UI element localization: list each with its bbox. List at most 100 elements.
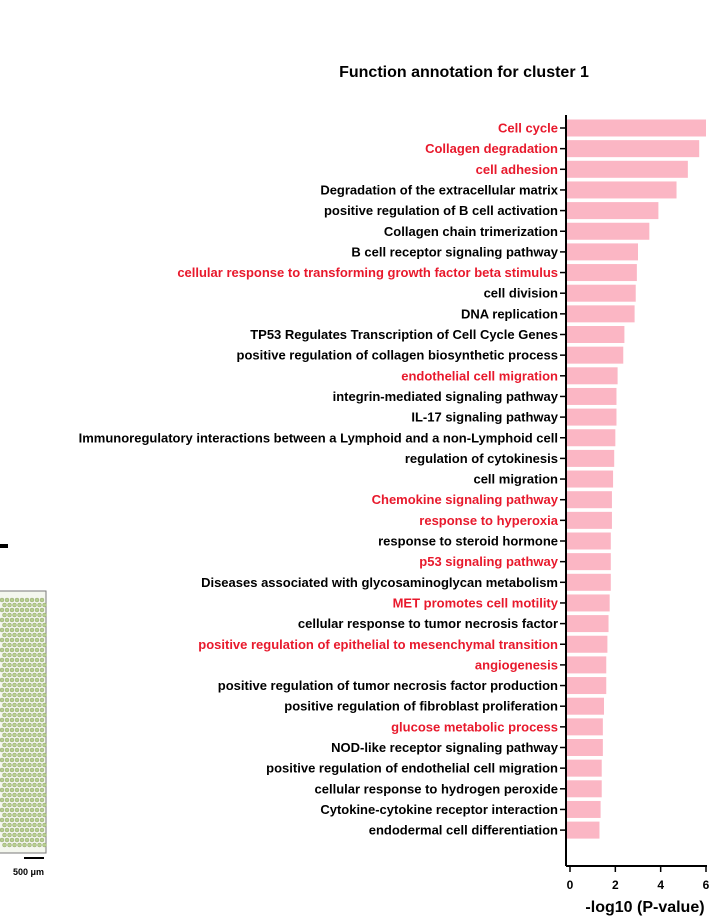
tissue-spot [39, 837, 45, 843]
category-label: cell division [484, 286, 558, 301]
tissue-spot [17, 662, 22, 668]
tissue-spot [2, 692, 7, 698]
category-label: p53 signaling pathway [419, 554, 558, 569]
category-label: Chemokine signaling pathway [372, 492, 559, 507]
tissue-spot [7, 612, 12, 618]
tissue-spot [34, 757, 40, 763]
tissue-spot [17, 682, 22, 688]
tissue-spot [14, 737, 20, 743]
tissue-spot [17, 802, 22, 808]
tissue-spot [29, 707, 35, 713]
tissue-spot [29, 687, 35, 693]
tissue-spot [29, 747, 35, 753]
tissue-spot [39, 767, 45, 773]
tissue-spot [19, 797, 25, 803]
tissue-spot [39, 807, 45, 813]
tissue-spot [37, 742, 42, 748]
tissue-spot [17, 712, 22, 718]
tissue-spot [22, 662, 27, 668]
tissue-spot [12, 622, 17, 628]
bar [567, 615, 609, 633]
tissue-spot [27, 692, 32, 698]
category-label: NOD-like receptor signaling pathway [331, 740, 559, 755]
tissue-spot [14, 787, 20, 793]
tissue-spot [0, 827, 5, 833]
tissue-spot [22, 792, 27, 798]
tissue-spot [39, 597, 45, 603]
tissue-spot [24, 777, 30, 783]
tissue-spot [0, 767, 5, 773]
category-label: Diseases associated with glycosaminoglyc… [201, 575, 558, 590]
tissue-spot [7, 682, 12, 688]
tissue-spot [22, 622, 27, 628]
tissue-spot [22, 752, 27, 758]
category-label: positive regulation of B cell activation [324, 203, 558, 218]
tissue-spot [32, 692, 37, 698]
tissue-spot [4, 727, 10, 733]
tissue-spot [4, 767, 10, 773]
bar [567, 594, 610, 612]
tissue-spot [42, 742, 47, 748]
chart-title: Function annotation for cluster 1 [339, 64, 589, 81]
tissue-spot [32, 812, 37, 818]
tissue-spot [34, 767, 40, 773]
tissue-spot [34, 717, 40, 723]
tissue-spot [14, 627, 20, 633]
tissue-spot [34, 657, 40, 663]
tissue-spot [17, 652, 22, 658]
tissue-spot [19, 677, 25, 683]
category-label: cell migration [473, 472, 558, 487]
tissue-spot [19, 827, 25, 833]
tissue-spot [19, 697, 25, 703]
tissue-spot [24, 807, 30, 813]
tissue-spot [34, 687, 40, 693]
category-label: Collagen chain trimerization [384, 224, 558, 239]
category-label: positive regulation of tumor necrosis fa… [218, 678, 558, 693]
tissue-spot [29, 667, 35, 673]
tissue-spot [7, 812, 12, 818]
bar [567, 119, 706, 137]
tissue-spot [7, 622, 12, 628]
tissue-spot [9, 777, 15, 783]
tissue-spot [2, 662, 7, 668]
tissue-spot [7, 802, 12, 808]
tissue-spot [0, 687, 5, 693]
tissue-spot [4, 617, 10, 623]
tissue-spot [17, 772, 22, 778]
tissue-spot [22, 782, 27, 788]
tissue-spot [22, 642, 27, 648]
tissue-spot [32, 642, 37, 648]
tissue-spot [37, 732, 42, 738]
tissue-spot [4, 707, 10, 713]
category-label: response to hyperoxia [419, 513, 558, 528]
tissue-spot [9, 657, 15, 663]
tissue-spot [42, 612, 47, 618]
tissue-spot [22, 682, 27, 688]
tissue-spot [37, 602, 42, 608]
category-label: IL-17 signaling pathway [411, 410, 558, 425]
tissue-spot [29, 807, 35, 813]
bar [567, 449, 615, 467]
tissue-spot [24, 707, 30, 713]
tissue-spot [9, 597, 15, 603]
tissue-spot [2, 792, 7, 798]
tissue-spot [12, 752, 17, 758]
tissue-spot [22, 632, 27, 638]
tissue-spot [9, 617, 15, 623]
tissue-spot [9, 697, 15, 703]
tissue-spot [39, 627, 45, 633]
tissue-spot [22, 742, 27, 748]
tissue-spot [27, 842, 32, 848]
tissue-spot [32, 672, 37, 678]
tissue-spot [24, 677, 30, 683]
tissue-spot [4, 687, 10, 693]
tissue-spot [19, 767, 25, 773]
tissue-spot [32, 652, 37, 658]
tissue-spot [22, 672, 27, 678]
tissue-spot [12, 632, 17, 638]
tissue-spot [42, 642, 47, 648]
tissue-spot [39, 827, 45, 833]
tissue-spot [34, 747, 40, 753]
tissue-spot [17, 622, 22, 628]
tissue-spot [42, 732, 47, 738]
